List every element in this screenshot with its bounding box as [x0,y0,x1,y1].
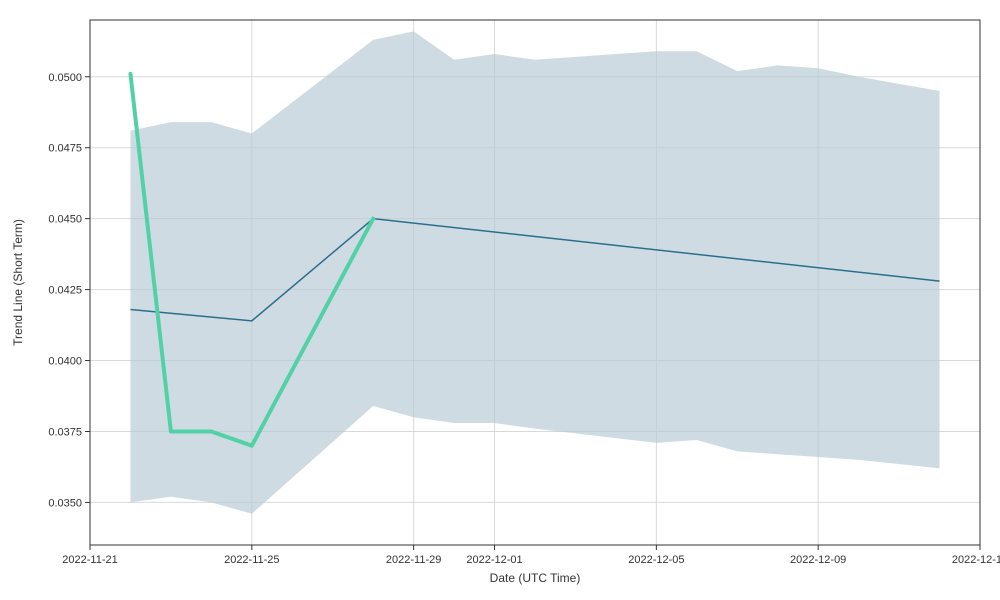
x-tick-label: 2022-11-21 [62,554,117,566]
y-tick-label: 0.0450 [48,214,82,226]
y-tick-label: 0.0400 [48,356,82,368]
y-axis-label: Trend Line (Short Term) [11,219,25,346]
y-tick-label: 0.0350 [48,497,82,509]
y-tick-label: 0.0425 [48,285,82,297]
x-tick-label: 2022-11-29 [386,554,441,566]
trend-chart: 0.0350 0.0375 0.0400 0.0425 0.0450 0.0475 0.05… [0,0,1000,600]
x-axis-label: Date (UTC Time) [490,571,581,585]
y-tick-label: 0.0475 [48,143,82,155]
y-tick-label: 0.0375 [48,426,82,438]
chart-svg: 0.0350 0.0375 0.0400 0.0425 0.0450 0.0475 0.05… [0,0,1000,600]
x-tick-label: 2022-12-01 [466,554,522,566]
x-tick-label: 2022-12-05 [628,554,684,566]
x-tick-label: 2022-11-25 [224,554,279,566]
x-tick-label: 2022-12-13 [952,554,1000,566]
y-tick-label: 0.0500 [48,72,82,84]
x-tick-label: 2022-12-09 [790,554,846,566]
